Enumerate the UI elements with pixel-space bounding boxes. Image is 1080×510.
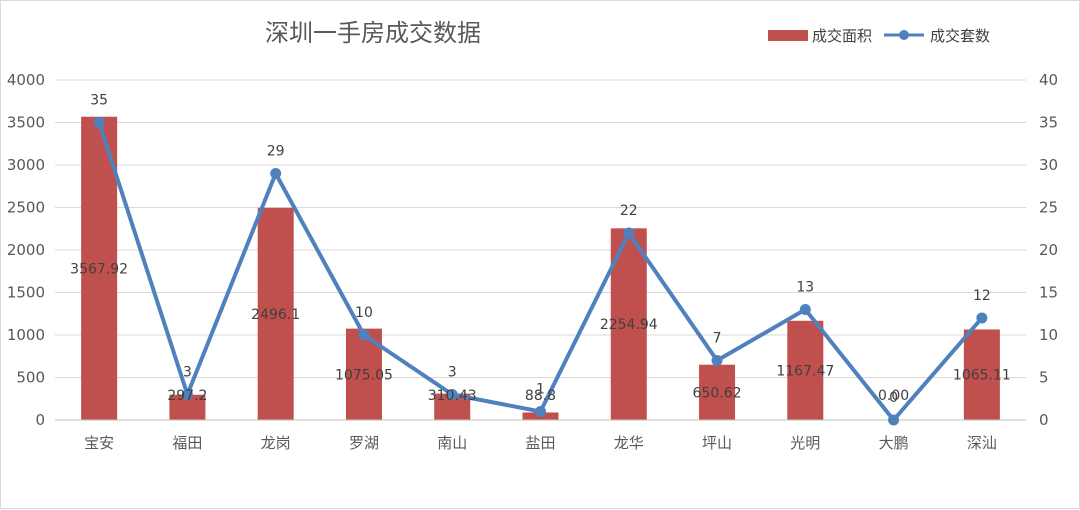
x-tick-label: 南山: [437, 434, 467, 452]
line-data-label: 22: [620, 203, 638, 219]
bar-data-label: 3567.92: [70, 261, 128, 277]
line-data-label: 12: [973, 288, 991, 304]
line-data-label: 1: [536, 382, 545, 398]
bar-data-label: 88.8: [525, 388, 556, 404]
bar: [787, 320, 824, 420]
y-right-tick-label: 5: [1039, 369, 1049, 387]
line-point: [799, 304, 811, 315]
legend: 成交面积 成交套数: [768, 27, 990, 45]
line-point: [358, 329, 370, 341]
y-axis-right: 0 5 10 15 20 25 30 35 40: [1039, 71, 1058, 429]
bar-data-label: 1065.11: [953, 368, 1011, 384]
y-right-tick-label: 15: [1039, 284, 1058, 302]
y-left-tick-label: 3500: [7, 114, 45, 132]
y-left-tick-label: 1500: [7, 284, 45, 302]
x-tick-label: 龙华: [614, 434, 644, 452]
bar: [257, 207, 294, 420]
bar-data-label: 297.2: [167, 388, 207, 404]
y-right-tick-label: 0: [1039, 411, 1049, 429]
line-data-label: 3: [183, 365, 192, 381]
y-left-tick-label: 2000: [7, 241, 45, 259]
x-tick-label: 坪山: [702, 434, 732, 452]
legend-swatch-bar: [768, 30, 808, 41]
line-point: [93, 117, 105, 128]
y-left-tick-label: 1000: [7, 326, 45, 344]
line-point: [888, 414, 900, 426]
y-right-tick-label: 40: [1039, 71, 1058, 89]
line-data-label: 7: [713, 331, 722, 347]
y-left-tick-label: 0: [35, 411, 45, 429]
bar: [963, 329, 1000, 420]
line-data-label: 3: [448, 365, 457, 381]
x-tick-label: 大鹏: [879, 434, 909, 452]
bar-data-label: 2254.94: [600, 317, 658, 333]
line-data-label: 13: [796, 280, 814, 296]
bar-data-label: 1167.47: [776, 363, 834, 379]
x-tick-label: 罗湖: [349, 434, 379, 452]
line-point: [270, 168, 282, 179]
bar-data-label: 0.00: [878, 388, 909, 404]
line-point: [535, 406, 546, 417]
x-tick-label: 盐田: [525, 434, 555, 452]
y-right-tick-label: 25: [1039, 199, 1058, 217]
chart-title: 深圳一手房成交数据: [265, 19, 481, 47]
bar-data-label: 2496.1: [251, 307, 300, 323]
legend-label-bar: 成交面积: [812, 27, 872, 45]
gridlines: [55, 79, 1026, 378]
line-data-label: 29: [267, 144, 285, 160]
x-tick-label: 宝安: [84, 434, 114, 452]
bar-data-label: 1075.05: [335, 367, 393, 383]
line-data-label: 35: [90, 93, 108, 109]
x-tick-label: 福田: [172, 434, 202, 452]
legend-label-line: 成交套数: [930, 27, 990, 45]
bar-data-label: 650.62: [693, 385, 742, 401]
y-left-tick-label: 2500: [7, 199, 45, 217]
y-right-tick-label: 35: [1039, 114, 1058, 132]
y-right-tick-label: 10: [1039, 326, 1058, 344]
x-tick-label: 光明: [790, 434, 820, 452]
y-left-tick-label: 4000: [7, 71, 45, 89]
y-left-tick-label: 500: [16, 369, 45, 387]
bar: [81, 116, 118, 420]
line-point: [976, 312, 988, 324]
bar: [699, 364, 736, 420]
legend-marker-line: [899, 30, 909, 40]
y-right-tick-label: 20: [1039, 241, 1058, 259]
line-point: [446, 389, 458, 400]
y-left-tick-label: 3000: [7, 156, 45, 174]
line-data-labels: 35 3 29 10 3 1 22 7 13 0 12: [90, 93, 991, 407]
line-point: [181, 389, 193, 400]
line-point: [623, 227, 635, 239]
series-line: [97, 120, 984, 422]
y-axis-left: 0 500 1000 1500 2000 2500 3000 3500 4000: [7, 71, 45, 429]
x-tick-label: 深汕: [967, 434, 997, 452]
y-right-tick-label: 30: [1039, 156, 1058, 174]
x-axis: 宝安 福田 龙岗 罗湖 南山 盐田 龙华 坪山 光明 大鹏 深汕: [55, 419, 1026, 452]
bar-data-labels: 3567.92 297.2 2496.1 1075.05 310.43 88.8 2254.…: [70, 261, 1011, 404]
line-data-label: 10: [355, 305, 373, 321]
x-tick-label: 龙岗: [261, 434, 291, 452]
bar-data-label: 310.43: [428, 388, 477, 404]
line-data-label: 0: [889, 390, 898, 406]
line-series: [93, 117, 988, 426]
line-point: [711, 355, 723, 366]
bar-series: [81, 116, 1000, 420]
